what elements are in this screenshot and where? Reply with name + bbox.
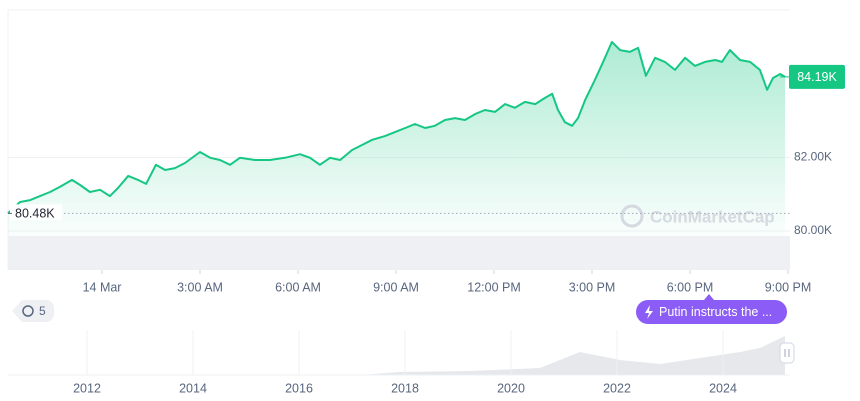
start-label: 80.48K [15,207,55,221]
current-price-label: 84.19K [797,70,837,84]
navigator-year-label: 2022 [603,381,631,395]
current-price-badge [789,64,845,89]
x-tick-label: 9:00 AM [373,280,419,294]
y-tick-label: 80.00K [794,223,832,237]
news-icon [645,305,653,319]
x-tick-label: 12:00 PM [467,280,521,294]
navigator-year-label: 2020 [497,381,525,395]
watermark: CoinMarketCap [650,207,775,226]
x-tick-label: 14 Mar [83,280,122,294]
navigator: 2012 2014 2016 2018 2020 2022 2024 [8,330,795,395]
news-badge[interactable]: Putin instructs the ... [659,305,772,319]
x-tick-label: 6:00 PM [667,280,714,294]
navigator-year-label: 2018 [391,381,419,395]
watermark-logo [620,204,644,228]
navigator-year-label: 2014 [179,381,207,395]
navigator-year-label: 2012 [73,381,101,395]
navigator-year-label: 2016 [285,381,313,395]
plot [7,41,790,274]
x-tick-label: 3:00 AM [177,280,223,294]
history-badge[interactable]: 5 [39,304,46,318]
x-tick-label: 6:00 AM [275,280,321,294]
navigator-area [8,336,785,375]
y-tick-label: 82.00K [794,150,832,164]
x-tick-label: 3:00 PM [569,280,616,294]
navigator-handle[interactable] [779,342,795,364]
news-pointer [704,294,714,300]
news-badge-bg[interactable] [636,300,787,324]
volume-band [8,236,790,270]
x-tick-label: 9:00 PM [765,280,812,294]
history-icon [22,305,34,317]
navigator-year-label: 2024 [709,381,737,395]
start-label-bg [10,204,62,221]
price-line [7,41,786,215]
